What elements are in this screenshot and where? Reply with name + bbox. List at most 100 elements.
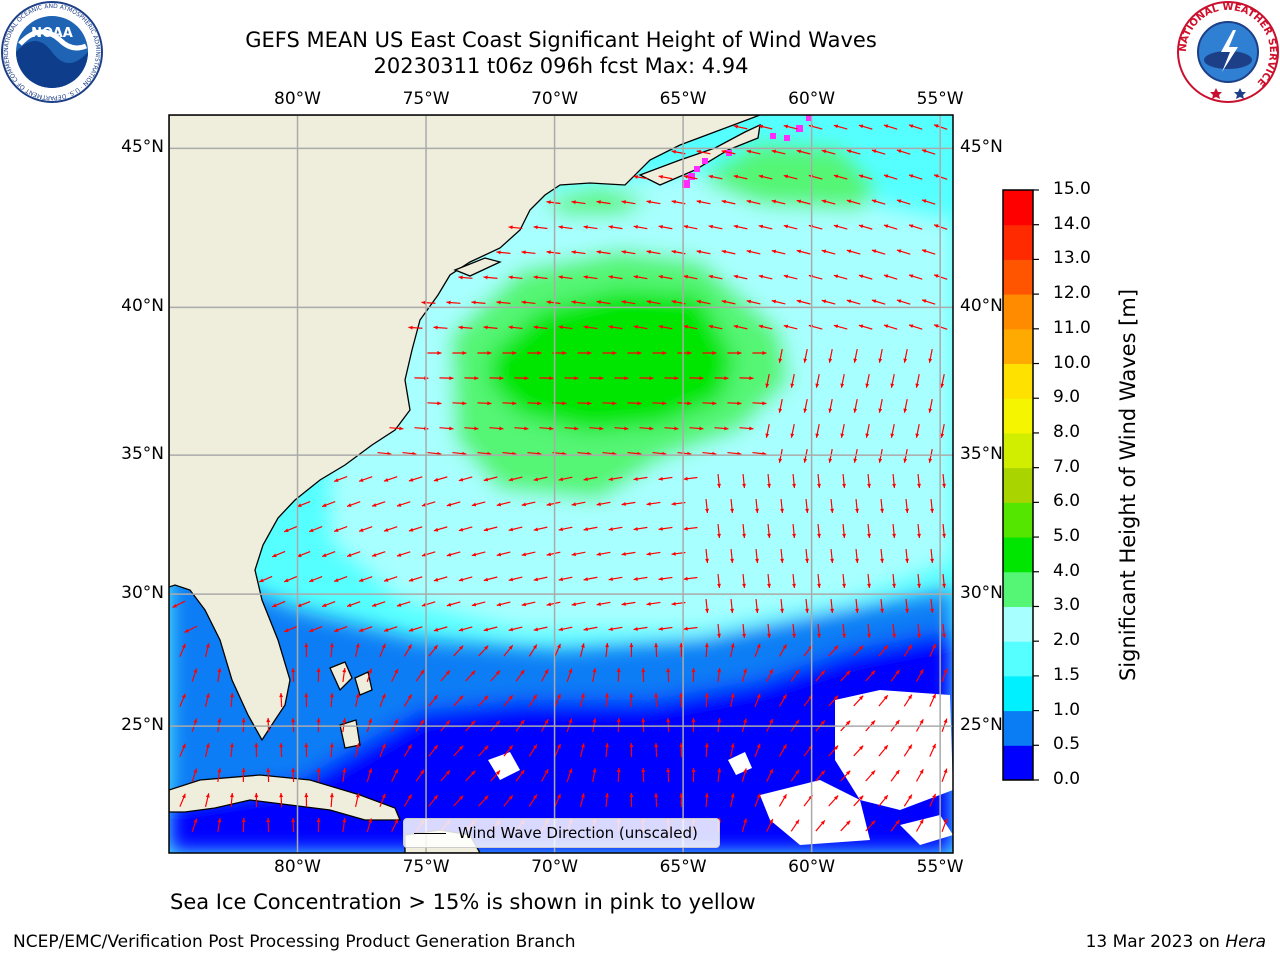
colorbar-segment [1003,606,1033,642]
colorbar-segment [1003,571,1033,607]
map-subtitle: 20230311 t06z 096h fcst Max: 4.94 [373,54,749,78]
direction-arrow [558,225,573,230]
direction-arrow [846,299,861,305]
direction-arrow [815,769,826,782]
direction-arrow [646,200,661,205]
colorbar-segment [1003,432,1033,469]
direction-arrow [483,325,498,330]
direction-arrow [316,767,321,783]
direction-arrow [571,200,586,205]
direction-arrow [596,250,611,255]
direction-arrow [408,626,423,632]
direction-arrow [621,200,636,205]
direction-arrow [840,770,851,782]
direction-arrow [346,551,361,557]
direction-arrow [928,448,933,463]
direction-arrow [342,718,347,733]
direction-arrow [241,767,246,783]
direction-arrow [304,692,309,708]
direction-arrow [571,300,586,305]
colorbar-segment [1003,710,1033,746]
colorbar-segment [1003,675,1033,712]
direction-arrow [478,645,489,657]
direction-arrow [266,767,271,783]
direction-arrow [415,669,425,682]
direction-arrow [633,225,648,230]
direction-arrow [546,250,561,255]
direction-arrow [658,576,673,581]
direction-arrow [903,794,913,807]
direction-arrow [608,325,623,330]
direction-arrow [778,694,787,707]
direction-arrow [558,325,573,330]
colorbar-tick-label: 10.0 [1053,352,1091,373]
direction-arrow [908,224,923,230]
colorbar-segment [1003,328,1033,365]
direction-arrow [521,501,536,507]
direction-arrow [204,793,210,808]
direction-arrow [754,643,761,657]
direction-arrow [652,401,667,406]
map-title: GEFS MEAN US East Coast Significant Heig… [245,28,877,52]
direction-arrow [528,694,538,707]
direction-arrow [633,325,648,330]
direction-arrow [878,348,883,363]
direction-arrow [371,601,386,607]
direction-arrow [842,473,846,489]
direction-arrow [558,526,573,532]
direction-arrow [471,501,486,507]
direction-arrow [230,792,234,808]
direction-arrow [754,793,761,807]
direction-arrow [571,601,586,607]
colorbar-segment [1003,502,1033,538]
direction-arrow [871,149,886,155]
direction-arrow [696,199,711,205]
direction-arrow [830,598,834,614]
direction-arrow [546,200,561,205]
direction-arrow [853,795,864,807]
direction-arrow [471,300,486,305]
direction-arrow [714,376,729,381]
direction-arrow [817,573,821,589]
direction-arrow [855,498,859,514]
direction-arrow [483,576,498,582]
lat-label-right: 45°N [960,137,1003,158]
direction-arrow [908,124,923,130]
direction-arrow [446,300,461,305]
direction-arrow [333,476,348,483]
direction-arrow [796,249,811,255]
direction-arrow [439,376,454,381]
direction-arrow [778,794,787,807]
direction-arrow [815,373,820,388]
direction-arrow [508,476,523,482]
direction-arrow [646,250,661,255]
direction-arrow [883,324,898,330]
direction-arrow [915,718,924,732]
direction-arrow [654,642,659,658]
direction-arrow [533,476,548,482]
direction-arrow [254,742,259,758]
direction-arrow [440,670,451,682]
direction-arrow [805,498,809,514]
direction-arrow [366,768,373,783]
direction-arrow [840,670,851,682]
direction-arrow [908,274,923,280]
direction-arrow [702,401,717,406]
direction-arrow [554,693,561,707]
direction-arrow [840,423,845,438]
direction-arrow [883,124,898,130]
colorbar-tick-label: 2.0 [1053,630,1081,651]
direction-arrow [521,551,536,557]
direction-arrow [641,717,646,733]
direction-arrow [271,600,286,608]
direction-arrow [717,573,721,589]
direction-arrow [658,174,673,180]
direction-arrow [867,623,871,639]
direction-arrow [796,149,811,155]
direction-arrow [358,626,373,632]
direction-arrow [458,476,473,482]
direction-arrow [583,476,598,482]
direction-arrow [683,174,698,180]
direction-arrow [771,249,786,255]
